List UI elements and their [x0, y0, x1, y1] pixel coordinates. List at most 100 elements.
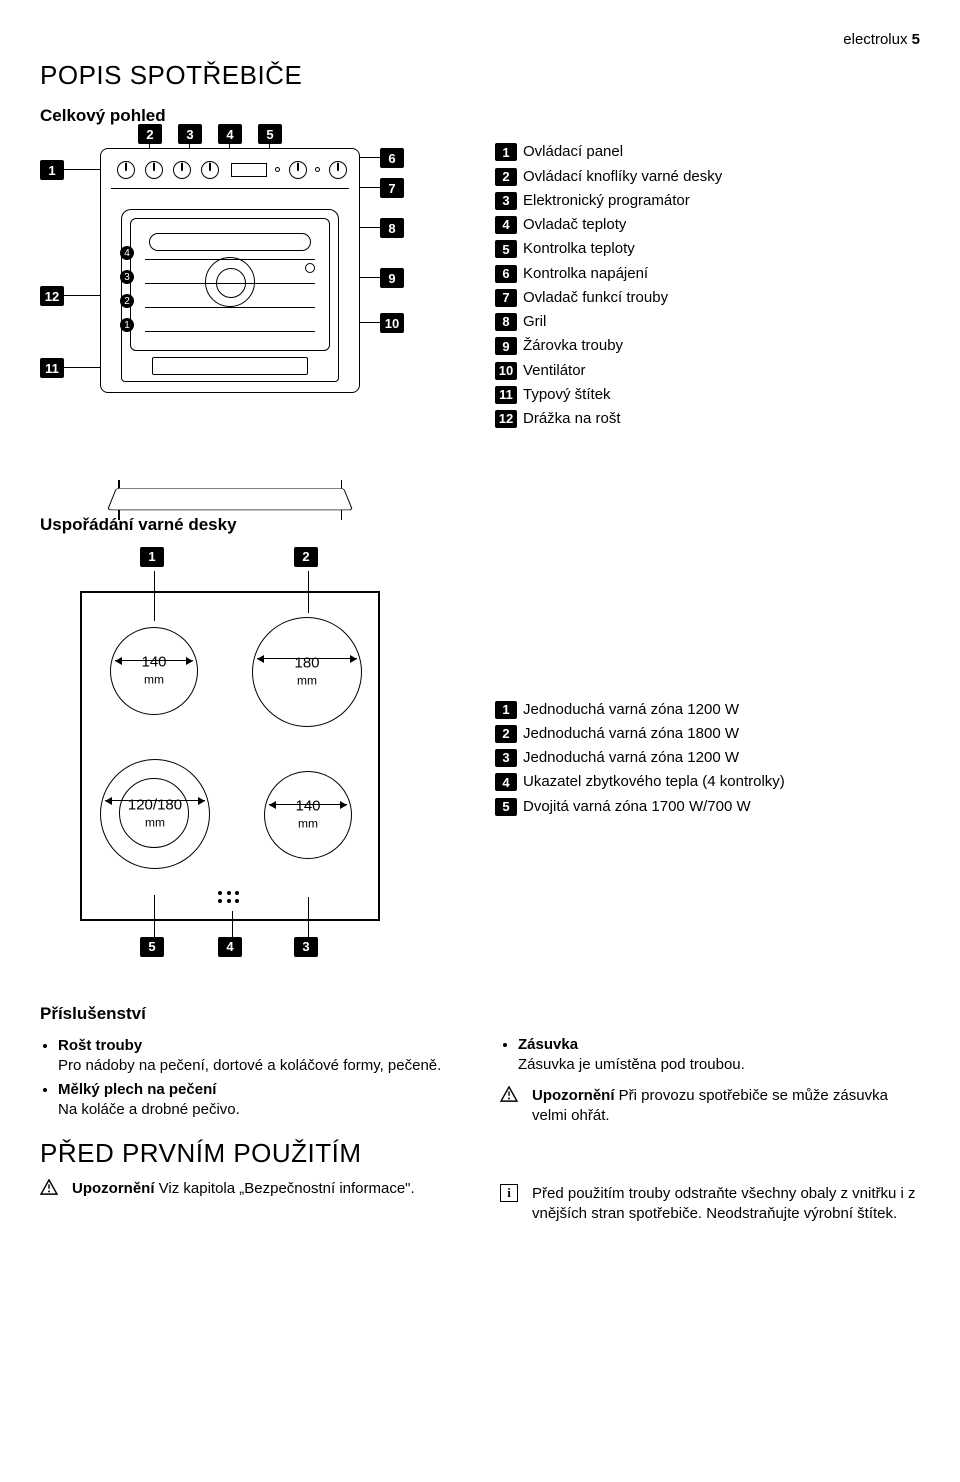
cavity-inner — [130, 218, 330, 351]
list-item: Mělký plech na pečení Na koláče a drobné… — [58, 1080, 460, 1121]
overview-legend-col: 1 Ovládací panel 2Ovládací knoflíky varné… — [495, 138, 920, 478]
cooktop-row: 1 2 140 mm 180 mm — [40, 547, 920, 969]
diagram-callout-12: 12 — [40, 286, 64, 306]
legend-text: Jednoduchá varná zóna 1200 W — [523, 749, 739, 766]
legend-text: Gril — [523, 313, 546, 330]
display — [231, 163, 267, 177]
info-icon: i — [500, 1184, 518, 1202]
number-badge: 6 — [495, 265, 517, 283]
number-badge: 5 — [495, 798, 517, 816]
list-item: 4 Ukazatel zbytkového tepla (4 kontrolky) — [495, 772, 785, 792]
legend-text: Typový štítek — [523, 386, 611, 403]
list-item: Zásuvka Zásuvka je umístěna pod troubou. — [518, 1035, 920, 1076]
list-item: 2Ovládací knoflíky varné desky — [495, 167, 920, 187]
list-item: 1 Jednoduchá varná zóna 1200 W — [495, 700, 785, 720]
legend-text: Ovladač funkcí trouby — [523, 289, 668, 306]
cooktop-legend-col: 1Jednoduchá varná zóna 1200 W 2Jednoduch… — [495, 547, 920, 969]
oven-body: 4 3 2 1 — [100, 148, 360, 393]
diagram-callout-5: 5 — [258, 124, 282, 144]
number-badge: 4 — [495, 216, 517, 234]
warning-bold: Upozornění — [532, 1087, 615, 1104]
zone-1: 140 mm — [110, 627, 198, 715]
warning-see-chapter: Upozornění Viz kapitola „Bezpečnostní in… — [40, 1179, 460, 1199]
list-item: 5Kontrolka teploty — [495, 239, 920, 259]
list-item: 12Drážka na rošt — [495, 409, 920, 429]
warning-drawer: Upozornění Při provozu spotřebiče se můž… — [500, 1086, 920, 1127]
number-badge: 5 — [495, 240, 517, 258]
diagram-callout-5: 5 — [140, 937, 164, 957]
zone-label: 180 mm — [267, 656, 347, 689]
oven-diagram: 1 12 11 2 3 4 5 6 7 8 9 10 — [40, 138, 420, 478]
list-item: 3Jednoduchá varná zóna 1200 W — [495, 748, 785, 768]
legend-text: Drážka na rošt — [523, 410, 621, 427]
number-badge: 8 — [495, 313, 517, 331]
shelf-rail — [145, 283, 315, 284]
oven-diagram-col: 1 12 11 2 3 4 5 6 7 8 9 10 — [40, 138, 465, 478]
number-badge: 3 — [495, 192, 517, 210]
bulb — [305, 263, 315, 273]
legend-text: Ukazatel zbytkového tepla (4 kontrolky) — [523, 773, 785, 790]
list-item: 5 Dvojitá varná zóna 1700 W/700 W — [495, 797, 785, 817]
legend-text: Dvojitá varná zóna 1700 W/700 W — [523, 798, 751, 815]
legend-text: Ovládací panel — [523, 143, 623, 160]
number-badge: 9 — [495, 337, 517, 355]
number-badge: 11 — [495, 386, 517, 404]
diagram-callout-4: 4 — [218, 124, 242, 144]
list-item: 4Ovladač teploty — [495, 215, 920, 235]
drawer-list: Zásuvka Zásuvka je umístěna pod troubou. — [500, 1035, 920, 1076]
diagram-callout-1: 1 — [140, 547, 164, 567]
lead-line — [64, 295, 100, 296]
fan — [205, 257, 255, 307]
legend-text: Jednoduchá varná zóna 1200 W — [523, 701, 739, 718]
diagram-callout-3: 3 — [294, 937, 318, 957]
knob — [329, 161, 347, 179]
shelf-rail — [145, 331, 315, 332]
number-badge: 1 — [495, 143, 517, 161]
list-item: 3Elektronický programátor — [495, 191, 920, 211]
accessories-row: Příslušenství Rošt trouby Pro nádoby na … — [40, 993, 920, 1225]
residual-heat-indicator — [218, 891, 242, 905]
list-item: Rošt trouby Pro nádoby na pečení, dortov… — [58, 1036, 460, 1077]
lead-line — [64, 367, 100, 368]
section-title-before-first-use: PŘED PRVNÍM POUŽITÍM — [40, 1136, 460, 1171]
diagram-callout-2: 2 — [294, 547, 318, 567]
accessories-heading: Příslušenství — [40, 1003, 460, 1026]
knob — [201, 161, 219, 179]
warning-bold: Upozornění — [72, 1180, 155, 1197]
zone-5: 120/180 mm — [100, 759, 210, 869]
brand-text: electrolux — [843, 31, 907, 48]
number-badge: 4 — [495, 773, 517, 791]
lead-line — [64, 169, 100, 170]
diagram-callout-2: 2 — [138, 124, 162, 144]
cavity: 4 3 2 1 — [121, 209, 339, 382]
accessories-right: Zásuvka Zásuvka je umístěna pod troubou.… — [500, 993, 920, 1225]
diagram-callout-1: 1 — [40, 160, 64, 180]
accessory-title: Rošt trouby — [58, 1037, 142, 1054]
diagram-callout-9: 9 — [380, 268, 404, 288]
warning-rest: Viz kapitola „Bezpečnostní informace". — [155, 1180, 415, 1197]
zone-size: 140 — [141, 654, 166, 671]
number-badge: 1 — [495, 701, 517, 719]
accessory-desc: Na koláče a drobné pečivo. — [58, 1101, 240, 1118]
number-badge: 7 — [495, 289, 517, 307]
accessory-title: Zásuvka — [518, 1036, 578, 1053]
zone-3: 140 mm — [264, 771, 352, 859]
diagram-callout-8: 8 — [380, 218, 404, 238]
indicator-dot — [275, 167, 280, 172]
grill-element — [149, 233, 311, 251]
number-badge: 10 — [495, 362, 517, 380]
dimension-arrow — [105, 800, 205, 801]
cooktop-legend-list: 1Jednoduchá varná zóna 1200 W 2Jednoduch… — [495, 696, 785, 821]
list-item: 1 Ovládací panel — [495, 142, 920, 162]
dimension-arrow — [257, 658, 357, 659]
warning-icon — [40, 1179, 58, 1195]
knob — [117, 161, 135, 179]
lead-line — [154, 571, 155, 621]
zone-unit: mm — [145, 815, 165, 829]
accessories-list: Rošt trouby Pro nádoby na pečení, dortov… — [40, 1036, 460, 1120]
zone-size: 140 — [295, 798, 320, 815]
lead-line — [308, 571, 309, 613]
door-slab — [107, 488, 353, 510]
shelf-rail — [145, 307, 315, 308]
page-number: 5 — [912, 31, 920, 48]
